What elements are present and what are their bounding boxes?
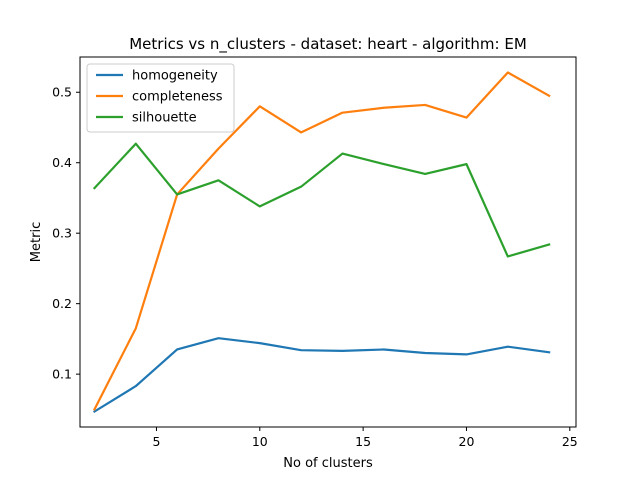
x-tick-label: 25 xyxy=(562,434,578,449)
x-tick-label: 20 xyxy=(459,434,475,449)
y-tick-label: 0.2 xyxy=(52,296,72,311)
legend-label-homogeneity: homogeneity xyxy=(132,69,218,84)
y-axis-label: Metric xyxy=(29,222,44,262)
axes-frame xyxy=(79,56,577,428)
series-line-homogeneity xyxy=(92,337,551,414)
series-line-completeness xyxy=(92,71,551,411)
legend-label-completeness: completeness xyxy=(132,90,223,105)
legend: homogeneity completeness silhouette xyxy=(86,63,235,133)
legend-label-silhouette: silhouette xyxy=(132,111,197,126)
y-tick-label: 0.3 xyxy=(52,226,72,241)
y-tick-label: 0.4 xyxy=(52,155,72,170)
legend-box xyxy=(86,63,235,133)
series-line-silhouette xyxy=(92,142,551,258)
x-axis-label: No of clusters xyxy=(283,456,373,471)
x-tick-label: 15 xyxy=(355,434,371,449)
x-tick-label: 5 xyxy=(152,434,160,449)
y-tick-label: 0.5 xyxy=(52,85,72,100)
y-tick-label: 0.1 xyxy=(52,367,72,382)
plot-area: 5 10 15 20 25 0.1 0.2 0.3 0.4 0.5 xyxy=(52,56,578,449)
x-tick-label: 10 xyxy=(252,434,268,449)
chart-title: Metrics vs n_clusters - dataset: heart -… xyxy=(129,35,527,54)
